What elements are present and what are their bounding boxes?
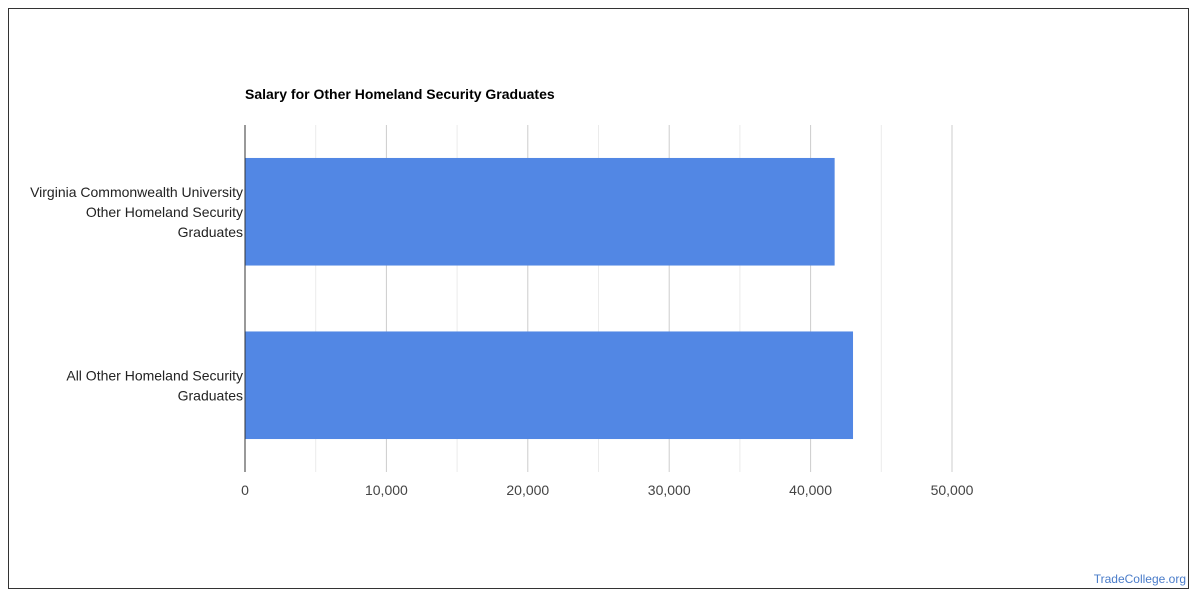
x-tick-label-2: 20,000: [506, 482, 549, 498]
chart-title: Salary for Other Homeland Security Gradu…: [245, 86, 555, 102]
bar-1[interactable]: [245, 331, 854, 440]
category-label-1: All Other Homeland Security Graduates: [66, 367, 243, 403]
category-label-0: Virginia Commonwealth University Other Ho…: [30, 184, 243, 240]
category-label-1-line-0: All Other Homeland Security: [66, 367, 243, 383]
category-label-0-line-1: Other Homeland Security: [86, 204, 243, 220]
category-label-1-line-1: Graduates: [178, 387, 243, 403]
x-tick-label-1: 10,000: [365, 482, 408, 498]
x-tick-label-4: 40,000: [789, 482, 832, 498]
x-tick-labels: 0 10,000 20,000 30,000 40,000 50,000: [241, 482, 974, 498]
bar-0[interactable]: [245, 157, 835, 266]
category-labels: Virginia Commonwealth University Other Ho…: [30, 184, 243, 404]
x-tick-label-5: 50,000: [931, 482, 974, 498]
bars: [245, 157, 854, 440]
x-tick-label-0: 0: [241, 482, 249, 498]
category-label-0-line-0: Virginia Commonwealth University: [30, 184, 243, 200]
x-tick-label-3: 30,000: [648, 482, 691, 498]
tradecollege-watermark-link[interactable]: TradeCollege.org: [1093, 572, 1186, 586]
category-label-0-line-2: Graduates: [178, 224, 243, 240]
